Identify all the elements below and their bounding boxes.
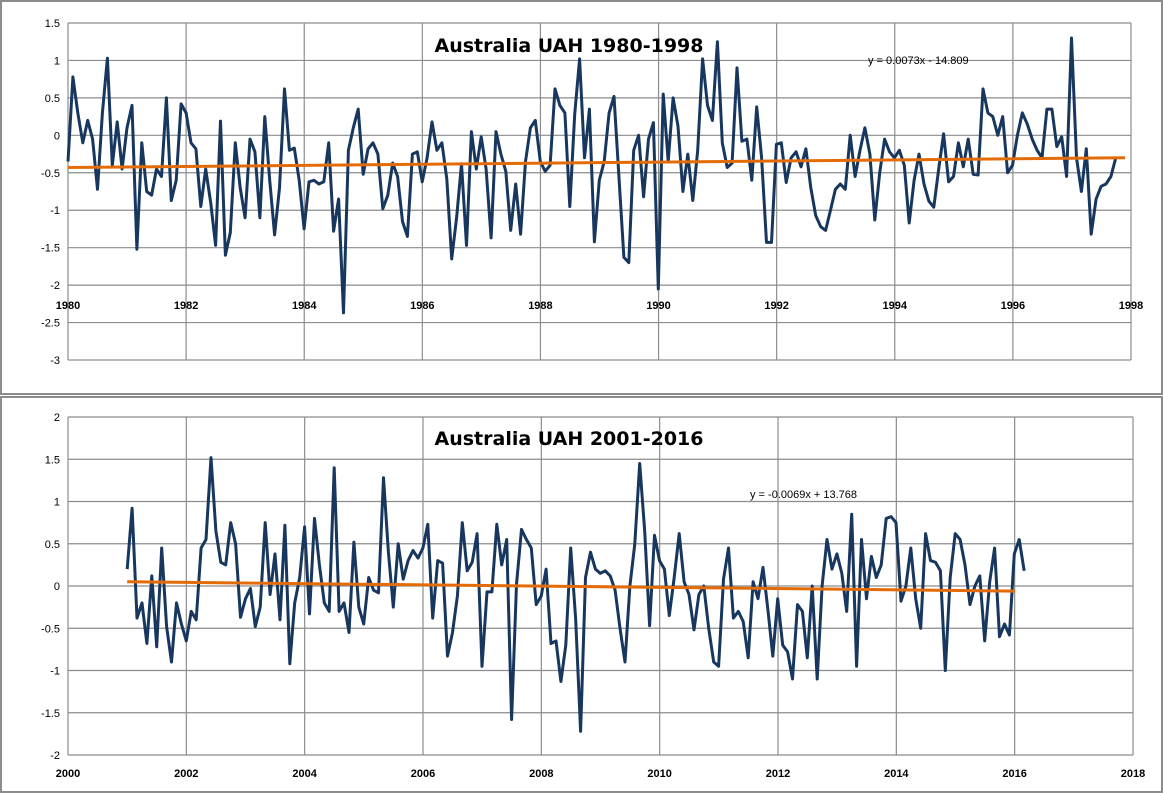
x-tick-label: 1996 <box>1001 300 1025 312</box>
y-tick-label: -0.5 <box>41 168 60 180</box>
x-tick-label: 2010 <box>647 768 671 780</box>
y-tick-label: 0.5 <box>45 539 60 551</box>
series-line-australia-uah <box>66 36 1118 315</box>
y-tick-label: 1.5 <box>45 18 60 30</box>
y-tick-label: 0 <box>54 130 60 142</box>
chart-2001-2016: 2 1.5 1 0.5 0 -0.5 -1 -1.5 -2 2000 2002 2004 2006 200… <box>41 412 1145 780</box>
y-tick-label: 1 <box>54 497 60 509</box>
chart-panel-1980-1998 <box>0 0 1163 395</box>
x-tick-label: 1998 <box>1119 300 1143 312</box>
y-tick-label: -1.5 <box>41 243 60 255</box>
y-tick-label: 2 <box>54 412 60 424</box>
x-tick-label: 2012 <box>766 768 790 780</box>
y-tick-label: -2 <box>50 280 60 292</box>
trend-line <box>67 156 1126 170</box>
y-tick-label: 0 <box>54 581 60 593</box>
chart-title: Australia UAH 1980-1998 <box>435 35 704 57</box>
trend-equation: y = 0.0073x - 14.809 <box>868 55 969 67</box>
x-tick-label: 2016 <box>1002 768 1026 780</box>
y-tick-label: -1 <box>50 666 60 678</box>
chart-1980-1998: 1.5 1 0.5 0 -0.5 -1 -1.5 -2 -2.5 -3 1980 1982 1984 19… <box>41 18 1143 367</box>
x-tick-label: 2006 <box>411 768 435 780</box>
x-tick-label: 1992 <box>764 300 788 312</box>
x-tick-label: 1984 <box>292 300 317 312</box>
y-tick-label: 1.5 <box>45 454 60 466</box>
x-tick-label: 1980 <box>56 300 80 312</box>
trend-equation: y = -0.0069x + 13.768 <box>750 489 857 501</box>
x-tick-label: 1986 <box>410 300 434 312</box>
y-tick-label: -1.5 <box>41 708 60 720</box>
x-tick-label: 2018 <box>1121 768 1145 780</box>
y-tick-label: -2 <box>50 750 60 762</box>
x-tick-label: 2000 <box>56 768 80 780</box>
y-tick-label: -1 <box>50 205 60 217</box>
x-tick-label: 1988 <box>528 300 552 312</box>
trend-line <box>127 580 1015 593</box>
x-tick-label: 2014 <box>884 768 909 780</box>
x-tick-label: 2002 <box>174 768 198 780</box>
y-tick-label: 1 <box>54 55 60 67</box>
x-tick-label: 1982 <box>174 300 198 312</box>
y-tick-label: -2.5 <box>41 318 60 330</box>
y-tick-label: 0.5 <box>45 93 60 105</box>
y-tick-label: -0.5 <box>41 623 60 635</box>
x-tick-label: 2004 <box>292 768 317 780</box>
series-line-australia-uah <box>125 456 1026 733</box>
y-tick-label: -3 <box>50 355 60 367</box>
x-tick-label: 2008 <box>529 768 553 780</box>
chart-title: Australia UAH 2001-2016 <box>435 428 704 450</box>
x-tick-label: 1994 <box>883 300 908 312</box>
x-tick-label: 1990 <box>646 300 670 312</box>
